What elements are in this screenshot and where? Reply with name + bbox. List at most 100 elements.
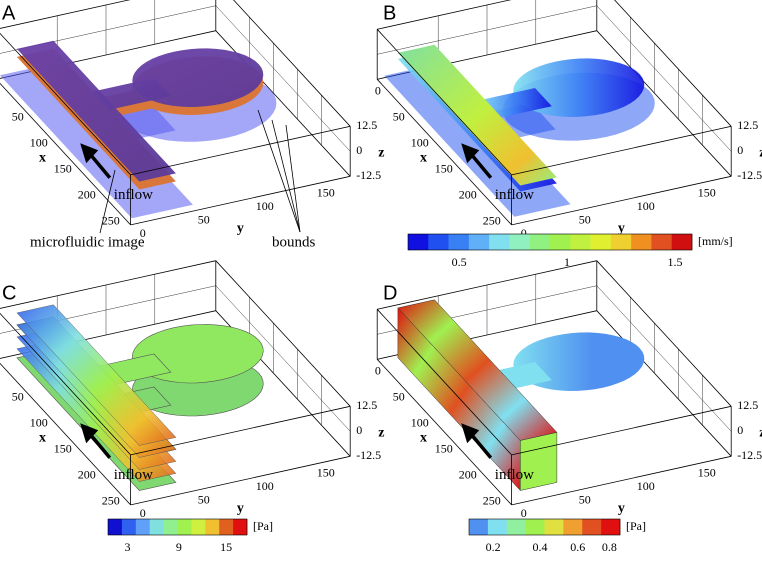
box-edge <box>596 260 732 407</box>
z-tick-label: 0 <box>356 143 362 157</box>
z-axis-label: z <box>759 426 762 441</box>
grid-line <box>596 5 732 152</box>
colorbar-swatch <box>108 519 123 535</box>
box-edge <box>130 125 351 176</box>
colorbar-swatch <box>601 519 621 535</box>
y-tick-label: 0 <box>521 506 527 520</box>
colorbar-unit: [Pa] <box>626 519 646 533</box>
box-edge <box>0 82 131 226</box>
colorbar-frame <box>468 518 621 536</box>
colorbar-swatch <box>582 519 602 535</box>
channel <box>397 44 557 186</box>
colorbar-swatch <box>149 519 164 535</box>
y-tick-label: 100 <box>256 479 274 493</box>
box-edge <box>0 32 131 176</box>
colorbar-swatch <box>506 519 526 535</box>
x-tick-label: 50 <box>12 389 24 403</box>
colorbar-swatch <box>525 519 545 535</box>
colorbar-frame <box>407 233 693 251</box>
colorbar-swatch <box>631 234 652 250</box>
box-edge <box>233 0 351 127</box>
box-edge <box>376 359 512 506</box>
colorbar-swatch <box>219 519 234 535</box>
colorbar-swatch <box>550 234 571 250</box>
inflow-label: inflow <box>114 187 153 203</box>
colorbar-swatch <box>509 234 531 250</box>
colorbar-tick-label: 3 <box>124 540 130 554</box>
x-tick-label: 200 <box>459 187 477 201</box>
x-tick-label: 100 <box>411 415 429 429</box>
x-tick-label: 100 <box>30 135 48 149</box>
colorbar-swatch <box>448 234 470 250</box>
colorbar-tick-label: 0.8 <box>602 540 617 554</box>
colorbar-swatch <box>489 234 510 250</box>
colorbar-swatch <box>590 234 612 250</box>
colorbar-frame <box>107 518 248 536</box>
x-axis-label: x <box>39 151 46 166</box>
box-edge <box>376 29 512 176</box>
x-tick-label: 50 <box>393 109 405 123</box>
box-edge <box>0 312 131 456</box>
z-tick-label: -12.5 <box>356 448 381 462</box>
y-tick-label: 0 <box>140 226 146 240</box>
colorbar-swatch <box>563 519 583 535</box>
colorbar-swatch <box>487 519 508 535</box>
colorbar-tick-label: 0.2 <box>486 540 501 554</box>
arrow-head <box>80 143 99 164</box>
x-tick-label: 200 <box>78 467 96 481</box>
annotation: microfluidic image <box>30 234 145 250</box>
z-tick-label: 12.5 <box>737 118 758 132</box>
box-edge <box>596 30 732 177</box>
y-tick-label: 150 <box>698 465 716 479</box>
colorbar-swatch <box>529 234 551 250</box>
x-tick-label: 150 <box>435 441 453 455</box>
colorbar-swatch <box>408 234 429 250</box>
z-tick-label: 12.5 <box>737 398 758 412</box>
box-edge <box>511 125 732 176</box>
colorbar-tick-label: 9 <box>176 540 182 554</box>
panel: C 0 50 100 150 200 250 0 50 100 150 12.5 0 -12.5 x y z in… <box>0 260 384 554</box>
colorbar-unit: [mm/s] <box>698 234 733 248</box>
grid-line <box>377 5 597 55</box>
z-tick-label: -12.5 <box>737 168 762 182</box>
inflow-arrow <box>469 433 493 459</box>
leader <box>257 109 301 233</box>
x-axis-label: x <box>420 151 427 166</box>
y-axis-label: y <box>618 221 625 236</box>
x-tick-label: 150 <box>435 161 453 175</box>
y-axis-label: y <box>237 221 244 236</box>
grid-line <box>596 285 732 432</box>
arrow-head <box>461 143 480 164</box>
leader <box>285 124 301 233</box>
z-tick-label: -12.5 <box>356 168 381 182</box>
box-edge <box>0 260 216 309</box>
box-edge <box>0 362 131 506</box>
colorbar-swatch <box>428 234 449 250</box>
box-edge <box>0 0 131 29</box>
colorbar-swatch <box>651 234 673 250</box>
x-axis-label: x <box>39 431 46 446</box>
y-tick-label: 150 <box>698 185 716 199</box>
x-tick-label: 250 <box>483 213 501 227</box>
inflow-label: inflow <box>114 467 153 483</box>
inflow-arrow <box>88 433 112 459</box>
leader <box>99 169 116 234</box>
colorbar-tick-label: 1 <box>564 255 570 269</box>
colorbar-swatch <box>233 519 248 535</box>
x-tick-label: 150 <box>54 161 72 175</box>
colorbar-swatch <box>135 519 150 535</box>
colorbar-tick-label: 0.5 <box>452 255 467 269</box>
z-tick-label: -12.5 <box>737 448 762 462</box>
colorbar-swatch <box>121 519 137 535</box>
panel-letter: D <box>383 282 397 304</box>
x-tick-label: 100 <box>411 135 429 149</box>
y-tick-label: 50 <box>198 492 210 506</box>
arrow-head <box>80 423 99 444</box>
x-tick-label: 250 <box>102 213 120 227</box>
x-tick-label: 200 <box>78 187 96 201</box>
panel-letter: C <box>2 282 16 304</box>
x-tick-label: 250 <box>483 493 501 507</box>
box-edge <box>511 405 732 456</box>
colorbar-swatch <box>205 519 220 535</box>
x-tick-label: 50 <box>12 109 24 123</box>
